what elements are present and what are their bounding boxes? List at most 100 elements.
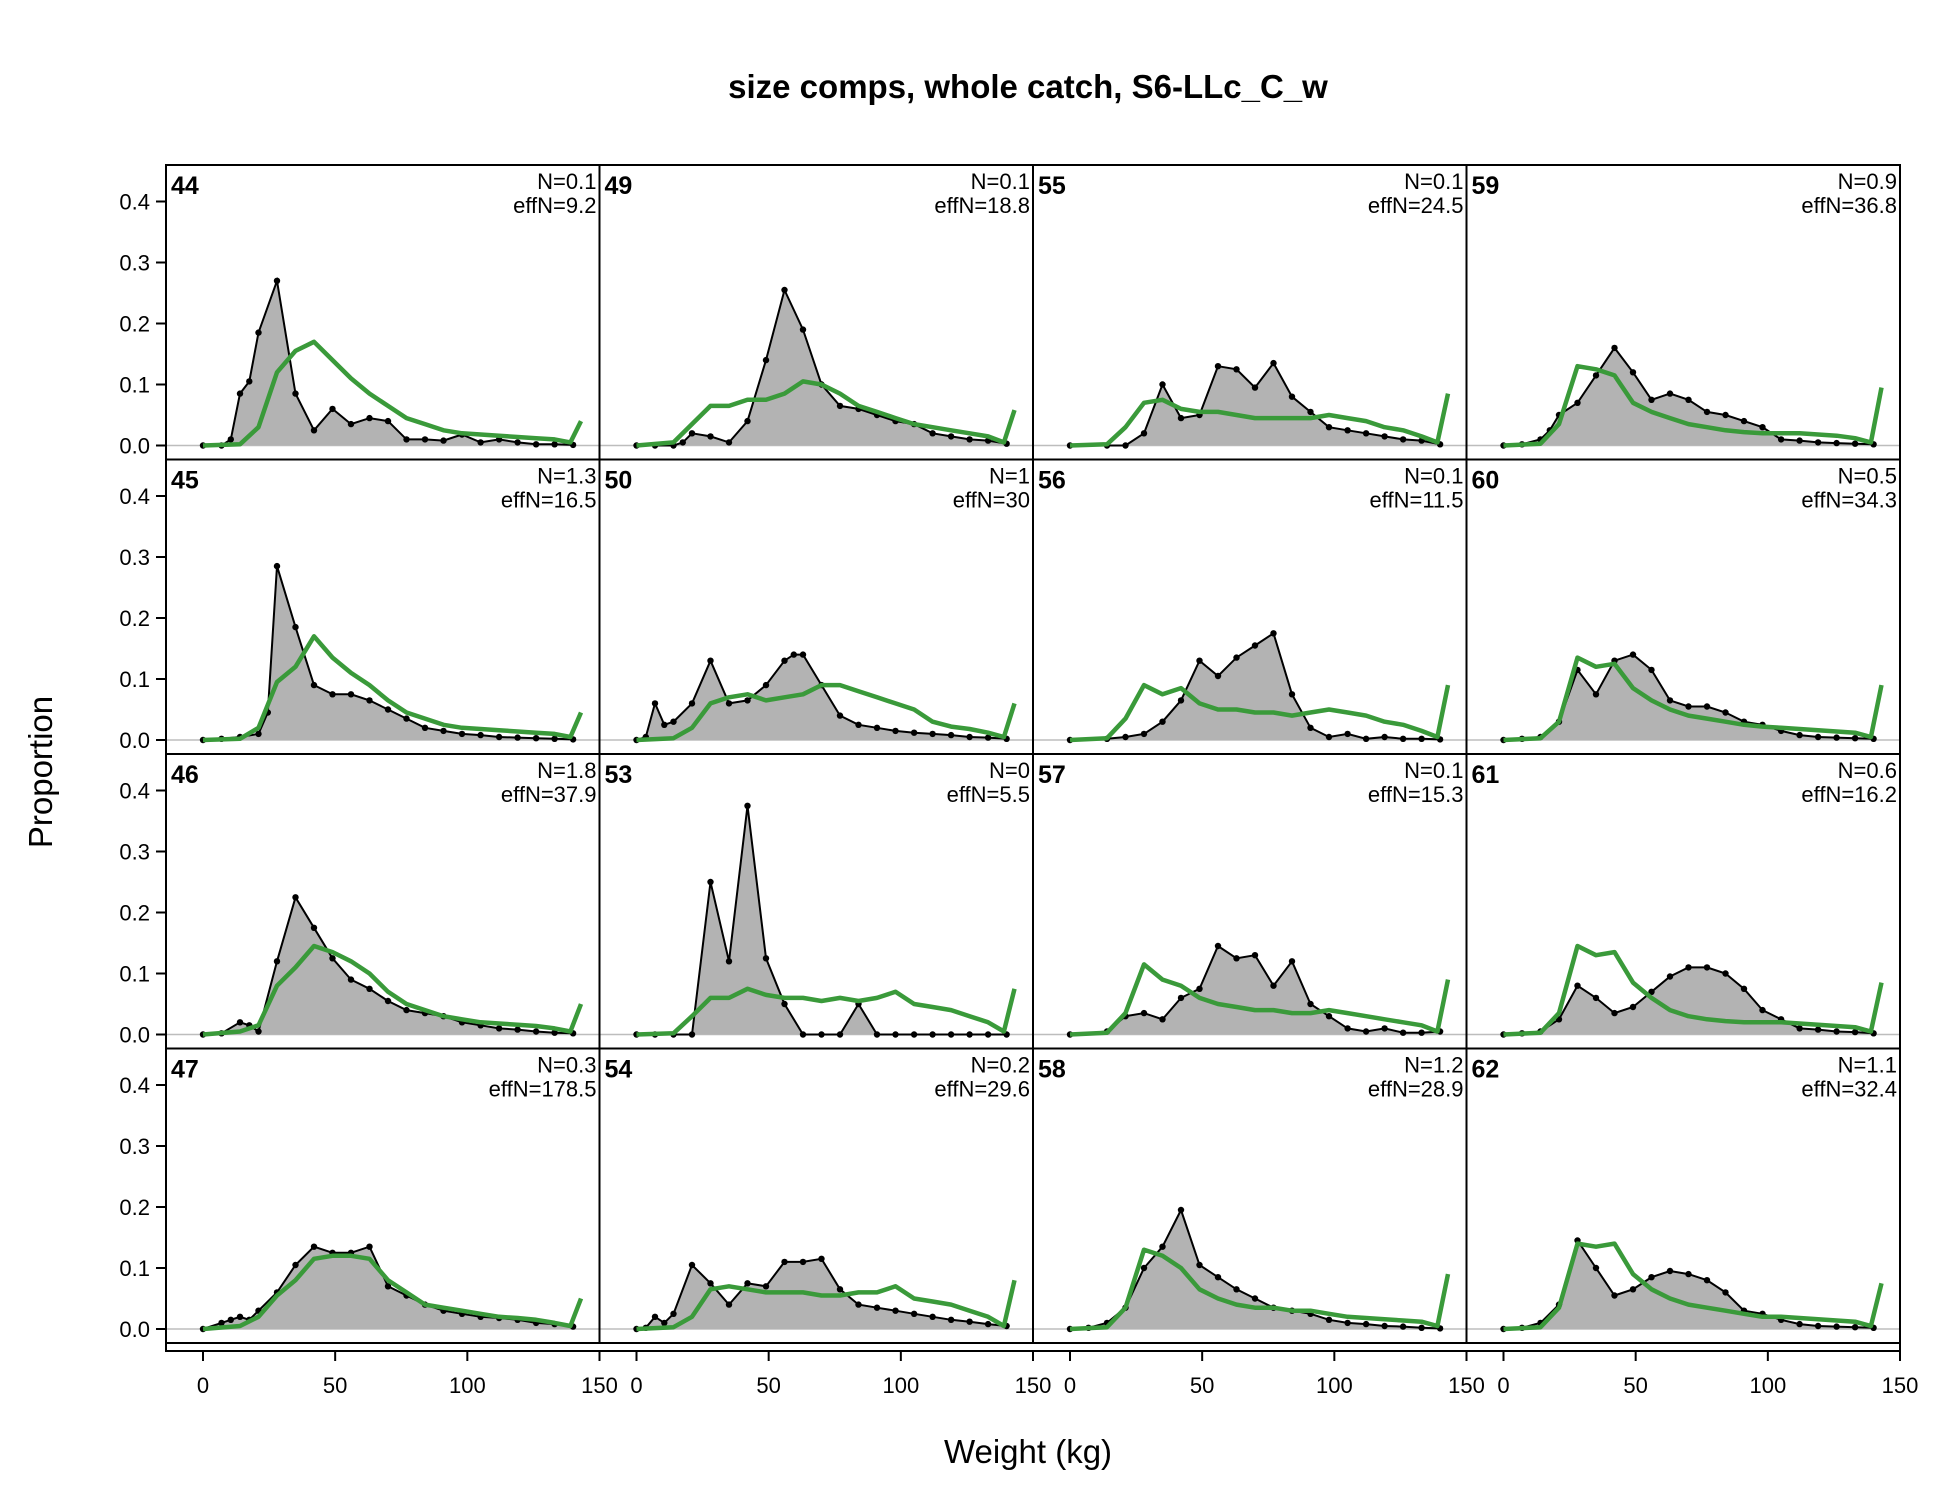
observed-point (966, 1318, 973, 1325)
observed-point (1722, 970, 1729, 977)
observed-point (855, 1301, 862, 1308)
observed-point (1648, 1274, 1655, 1281)
observed-point (1833, 1028, 1840, 1035)
observed-point (1214, 363, 1222, 370)
expected-line (1503, 1241, 1884, 1332)
observed-point (1592, 691, 1600, 698)
effn-label: effN=178.5 (489, 1077, 597, 1102)
observed-point (661, 721, 668, 728)
effn-label: effN=11.5 (1370, 488, 1464, 513)
y-axis-label: Proportion (22, 696, 59, 848)
observed-point (1122, 442, 1129, 449)
panel-label: 55 (1038, 172, 1066, 200)
observed-point (384, 1283, 392, 1290)
observed-point (1177, 1206, 1185, 1214)
expected-line (636, 1279, 1017, 1332)
observed-point (227, 436, 234, 443)
observed-point (1611, 344, 1618, 352)
observed-point (292, 894, 299, 901)
observed-point (1648, 396, 1655, 403)
observed-point (329, 691, 336, 698)
observed-point (1159, 1243, 1166, 1250)
x-tick-label: 50 (756, 1373, 780, 1398)
panel-label: 62 (1472, 1056, 1500, 1084)
observed-point (532, 1028, 540, 1035)
expected-line (1503, 943, 1884, 1037)
observed-point (1666, 973, 1674, 980)
expected-line (202, 1253, 584, 1332)
observed-point (1814, 1026, 1822, 1033)
observed-point (1251, 642, 1259, 649)
observed-point (707, 433, 714, 440)
effn-label: effN=34.3 (1801, 488, 1897, 513)
observed-point (1362, 735, 1370, 742)
observed-area (1503, 654, 1874, 740)
n-label: N=1.2 (1404, 1053, 1463, 1078)
observed-point (273, 958, 281, 965)
x-tick-label: 150 (1882, 1373, 1919, 1398)
observed-point (1307, 1000, 1314, 1008)
observed-point (1814, 733, 1822, 741)
observed-point (1325, 1013, 1333, 1020)
observed-point (227, 1316, 234, 1324)
observed-point (707, 657, 714, 664)
x-tick-label: 50 (1623, 1373, 1647, 1398)
effn-label: effN=37.9 (501, 782, 597, 807)
observed-point (255, 1028, 262, 1035)
x-tick-label: 100 (882, 1373, 919, 1398)
observed-point (873, 1304, 881, 1311)
observed-point (347, 691, 355, 698)
observed-point (818, 1031, 825, 1038)
observed-point (310, 681, 318, 689)
observed-point (910, 1310, 918, 1318)
effn-label: effN=16.5 (501, 488, 597, 513)
panel-label: 53 (605, 761, 633, 789)
panel-label: 46 (171, 761, 199, 789)
observed-point (1592, 1264, 1600, 1272)
observed-point (688, 1261, 696, 1269)
observed-point (1592, 372, 1600, 379)
observed-point (273, 277, 281, 284)
observed-point (836, 712, 844, 719)
panel-label: 54 (605, 1056, 633, 1084)
observed-point (725, 700, 733, 707)
x-tick-label: 0 (197, 1373, 209, 1398)
observed-point (1611, 1009, 1618, 1017)
observed-area (1503, 347, 1874, 446)
observed-point (1251, 1295, 1259, 1302)
observed-point (1196, 1261, 1203, 1269)
observed-point (1159, 1016, 1166, 1023)
observed-point (1759, 1006, 1766, 1014)
observed-point (651, 700, 659, 707)
observed-point (762, 955, 770, 962)
observed-area (1070, 363, 1441, 446)
observed-point (532, 735, 540, 742)
observed-point (1418, 1029, 1425, 1036)
y-tick-label: 0.4 (119, 1073, 150, 1098)
observed-point (1270, 359, 1277, 367)
observed-area (636, 654, 1007, 740)
observed-point (781, 657, 788, 664)
observed-point (1233, 366, 1240, 373)
observed-point (292, 390, 299, 397)
observed-point (1288, 958, 1296, 965)
observed-point (1399, 735, 1407, 742)
observed-point (1629, 1286, 1637, 1293)
observed-point (458, 730, 466, 738)
effn-label: effN=36.8 (1801, 193, 1897, 218)
y-tick-label: 0.2 (119, 1195, 150, 1220)
observed-point (1685, 1270, 1692, 1278)
observed-point (495, 1025, 503, 1032)
panel-label: 50 (605, 467, 633, 495)
observed-point (551, 1029, 558, 1036)
observed-point (1214, 1274, 1222, 1281)
expected-line (1503, 655, 1884, 743)
observed-area (636, 805, 1007, 1035)
expected-line (202, 634, 584, 743)
observed-point (725, 958, 733, 965)
observed-point (1325, 1316, 1333, 1324)
observed-point (1611, 1292, 1618, 1299)
n-label: N=0.1 (971, 169, 1030, 194)
